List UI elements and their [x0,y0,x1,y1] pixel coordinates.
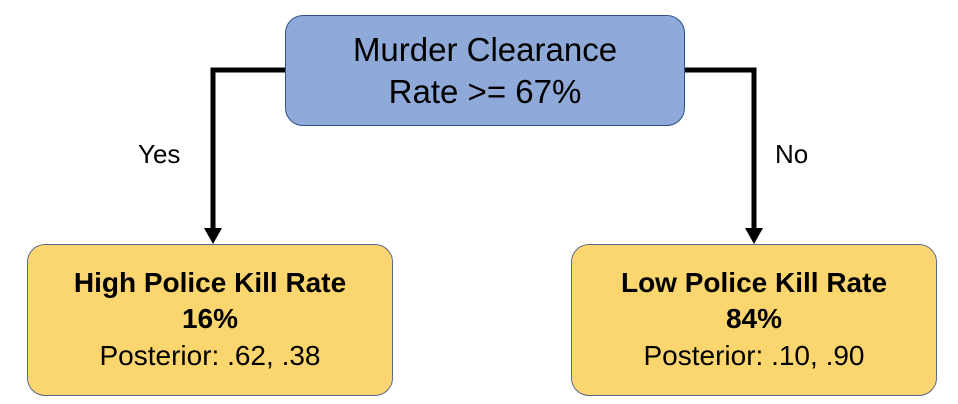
root-line-2: Rate >= 67% [388,72,582,110]
leaf-high-percent: 16% [181,303,239,335]
root-line-1: Murder Clearance [352,31,618,69]
yes-branch-label: Yes [138,139,181,169]
yes-arrowhead [204,228,222,244]
yes-connector [210,67,285,232]
no-branch-label: No [775,139,809,169]
leaf-node-high: High Police Kill Rate 16% Posterior: .62… [27,244,393,396]
leaf-low-posterior: Posterior: .10, .90 [643,340,865,372]
leaf-low-title: Low Police Kill Rate [620,266,888,298]
no-connector [685,67,757,232]
leaf-high-posterior: Posterior: .62, .38 [99,340,321,372]
leaf-low-percent: 84% [725,303,783,335]
no-arrowhead [745,228,763,244]
leaf-high-title: High Police Kill Rate [73,266,347,298]
leaf-node-low: Low Police Kill Rate 84% Posterior: .10,… [571,244,937,396]
root-node: Murder Clearance Rate >= 67% [285,15,685,126]
